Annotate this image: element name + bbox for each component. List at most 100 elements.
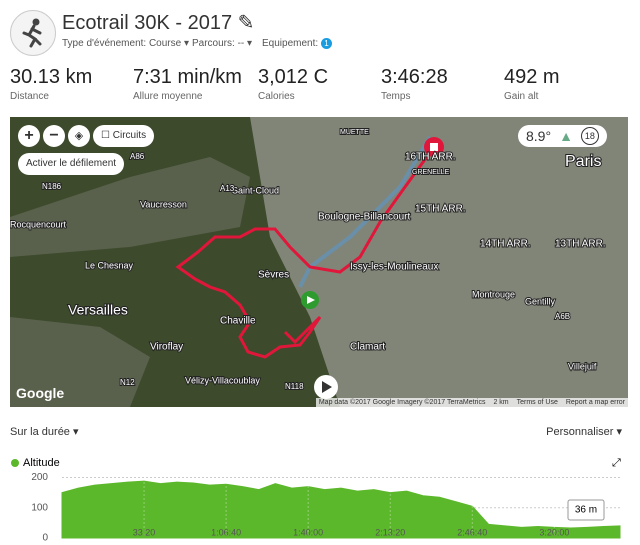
map-label: A86	[130, 152, 145, 161]
map-label: N186	[42, 182, 62, 191]
map-label: Boulogne-Billancourt	[318, 212, 411, 223]
stat-label: Gain alt	[504, 91, 539, 102]
map-label: Clamart	[350, 342, 385, 353]
river	[298, 135, 432, 288]
course-text: Parcours: --	[192, 38, 245, 49]
x-tick-label: 1:40:00	[293, 527, 323, 537]
map-label: N12	[120, 378, 135, 387]
attribution-text: Map data ©2017 Google Imagery ©2017 Terr…	[318, 399, 486, 406]
map-label: Rocquencourt	[10, 219, 67, 229]
play-icon	[322, 381, 332, 393]
map[interactable]: Paris 16TH ARR. 15TH ARR. 14TH ARR. 13TH ARR…	[10, 117, 628, 407]
stat-value: 492 m	[504, 66, 560, 88]
title: Ecotrail 30K - 2017 ✎	[62, 12, 255, 34]
layers[interactable]: ◈	[68, 125, 90, 147]
stat-label: Calories	[258, 91, 295, 102]
x-tick-label: 1:06:40	[211, 527, 241, 537]
route	[175, 146, 436, 359]
equipment-badge: 1	[320, 38, 332, 49]
equipment[interactable]: Equipement: 1	[262, 38, 332, 49]
weather-count: 18	[580, 127, 599, 145]
stat-label: Allure moyenne	[133, 91, 203, 102]
scroll-button[interactable]: Activer le défilement	[18, 153, 125, 175]
map-controls: + − ◈ ☐ Circuits	[18, 125, 155, 147]
y-tick-label: 0	[42, 533, 48, 544]
duration-text: Sur la durée	[10, 426, 70, 438]
activity-icon	[10, 10, 56, 56]
map-label: Gentilly	[525, 296, 556, 306]
stat-label: Temps	[381, 91, 411, 102]
urban-area	[250, 117, 628, 407]
map-label: A13	[220, 184, 235, 193]
weather[interactable]: 8.9° ▲ 18	[518, 125, 607, 147]
map-label: Versailles	[68, 302, 128, 318]
circuits-toggle[interactable]: ☐ Circuits	[93, 125, 155, 147]
map-label: GRENELLE	[412, 169, 450, 176]
start-icon	[307, 296, 315, 304]
event-type[interactable]: Type d'événement: Course ▾	[62, 38, 190, 49]
stat-value: 30.13 km	[10, 66, 93, 88]
course[interactable]: Parcours: -- ▾	[192, 38, 253, 49]
map-label: 15TH ARR.	[415, 204, 466, 215]
stat: 30.13 km Distance	[10, 66, 92, 102]
stat: 492 m Gain alt	[504, 66, 560, 102]
google-logo: Google	[16, 385, 65, 401]
map-label: Vaucresson	[140, 199, 187, 209]
stat-label: Distance	[10, 91, 49, 102]
temperature: 8.9°	[526, 128, 552, 144]
x-tick-label: 3:20:00	[539, 527, 569, 537]
stat: 3,012 C Calories	[258, 66, 328, 102]
map-label: Sèvres	[258, 270, 289, 281]
y-tick-label: 100	[31, 502, 48, 513]
terms[interactable]: Terms of Use	[516, 399, 558, 406]
map-label: Villejuif	[568, 361, 597, 371]
x-tick-label: 2:13:20	[375, 527, 405, 537]
map-label: 14TH ARR.	[480, 239, 531, 250]
stat: 7:31 min/km Allure moyenne	[133, 66, 242, 102]
finish-icon	[430, 143, 438, 151]
runner-icon	[22, 18, 42, 48]
map-label: Chaville	[220, 316, 256, 327]
altitude-area	[61, 480, 621, 539]
map-label: Vélizy-Villacoublay	[185, 375, 260, 385]
stat-value: 3:46:28	[381, 66, 448, 88]
circuits-text: Circuits	[112, 130, 147, 141]
tooltip-box	[567, 499, 605, 521]
y-tick-label: 200	[31, 472, 48, 483]
tooltip-text: 36 m	[575, 505, 597, 516]
map-label: 16TH ARR.	[405, 152, 456, 163]
zoom-in[interactable]: +	[18, 125, 40, 147]
equipment-text: Equipement:	[262, 38, 319, 49]
legend-label: Altitude	[23, 457, 60, 469]
stat-value: 3,012 C	[258, 66, 329, 88]
x-tick-label: 2:46:40	[457, 527, 487, 537]
map-label: Saint-Cloud	[232, 185, 279, 195]
attribution: Map data ©2017 Google Imagery ©2017 Terr…	[315, 398, 628, 407]
zoom-out[interactable]: −	[43, 125, 65, 147]
map-label: N118	[285, 382, 304, 391]
urban-area	[10, 317, 150, 407]
expand-icon: ⤢	[612, 457, 621, 469]
map-label: MUETTE	[340, 129, 369, 136]
map-label: Montrouge	[472, 289, 515, 299]
weather-icon: ▲	[559, 128, 573, 144]
title-text: Ecotrail 30K - 2017	[62, 12, 233, 34]
event-type-text: Type d'événement: Course	[62, 38, 182, 49]
legend-swatch	[11, 459, 19, 467]
map-label: Paris	[565, 153, 601, 170]
map-label: 13TH ARR.	[555, 239, 606, 250]
map-label: Issy-les-Moulineaux	[350, 262, 438, 273]
duration-select[interactable]: Sur la durée ▾	[10, 426, 79, 438]
customize-text: Personnaliser	[546, 426, 614, 438]
x-tick-label: 33:20	[133, 527, 156, 537]
customize[interactable]: Personnaliser ▾	[546, 426, 622, 438]
map-label: Viroflay	[150, 342, 183, 353]
map-label: A6B	[555, 312, 570, 321]
scale: 2 km	[493, 399, 509, 406]
urban-area	[10, 157, 250, 257]
stat-value: 7:31 min/km	[133, 66, 242, 88]
altitude-chart: Altitude ⤢ 0 100 200 33:20 1:06:40 1:40:00 2:13:…	[11, 457, 621, 544]
stat: 3:46:28 Temps	[381, 66, 448, 102]
report[interactable]: Report a map error	[565, 399, 625, 406]
